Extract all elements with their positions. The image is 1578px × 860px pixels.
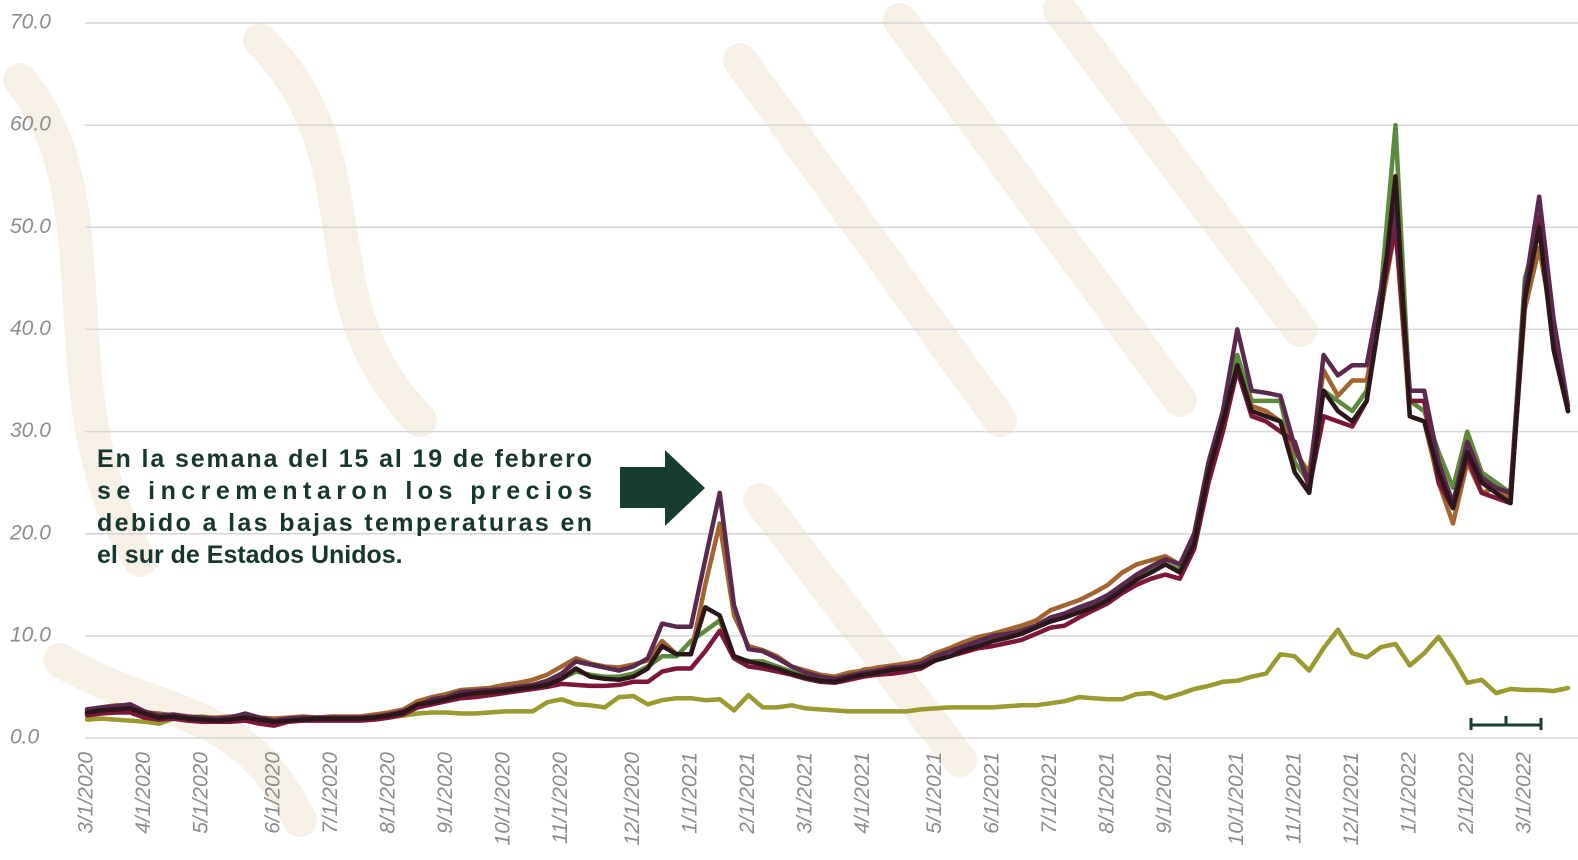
y-tick-label: 60.0	[10, 113, 51, 136]
x-tick-label: 3/1/2020	[75, 752, 98, 834]
x-tick-label: 6/1/2021	[980, 752, 1003, 834]
x-tick-label: 1/1/2022	[1397, 752, 1420, 834]
x-tick-label: 6/1/2020	[261, 752, 284, 834]
x-tick-label: 8/1/2020	[376, 752, 399, 834]
y-tick-label: 50.0	[10, 215, 51, 238]
y-tick-label: 40.0	[10, 317, 51, 340]
x-tick-label: 4/1/2021	[851, 752, 874, 834]
x-tick-label: 1/1/2021	[678, 752, 701, 834]
y-tick-label: 0.0	[10, 726, 40, 749]
annotation-line: se incrementaron los precios	[97, 477, 592, 505]
x-tick-label: 12/1/2020	[621, 752, 644, 846]
x-tick-label: 8/1/2021	[1095, 752, 1118, 834]
x-tick-label: 7/1/2021	[1038, 752, 1061, 834]
annotation-line: En la semana del 15 al 19 de febrero	[97, 445, 592, 473]
x-tick-label: 9/1/2020	[434, 752, 457, 834]
x-tick-label: 5/1/2021	[923, 752, 946, 834]
chart: 0.0 10.0 20.0 30.0 40.0 50.0 60.0 70.0 3/1/2020 4…	[0, 0, 1578, 860]
y-tick-label: 20.0	[9, 521, 51, 544]
annotation-line: el sur de Estados Unidos.	[97, 541, 403, 569]
x-tick-label: 2/1/2022	[1455, 752, 1478, 835]
annotation-arrow	[620, 450, 705, 526]
x-tick-label: 4/1/2020	[132, 752, 155, 834]
y-tick-label: 30.0	[10, 419, 51, 442]
annotation: En la semana del 15 al 19 de febrero se …	[97, 445, 705, 569]
watermark-stroke	[760, 500, 960, 760]
x-tick-label: 11/1/2021	[1282, 752, 1305, 844]
x-tick-label: 10/1/2020	[492, 752, 515, 846]
annotation-line: debido a las bajas temperaturas en	[97, 509, 592, 537]
x-tick-label: 7/1/2020	[319, 752, 342, 834]
x-tick-label: 5/1/2020	[190, 752, 213, 834]
x-tick-label: 11/1/2020	[549, 752, 572, 844]
watermark-stroke	[260, 40, 420, 420]
y-tick-label: 70.0	[10, 11, 51, 34]
x-tick-label: 2/1/2021	[736, 752, 759, 835]
x-tick-label: 10/1/2021	[1225, 752, 1248, 845]
x-tick-label: 3/1/2021	[793, 752, 816, 834]
x-tick-label: 9/1/2021	[1153, 752, 1176, 834]
bracket	[1470, 716, 1542, 730]
y-tick-label: 10.0	[10, 623, 51, 646]
x-tick-label: 12/1/2021	[1340, 752, 1363, 845]
x-tick-label: 3/1/2022	[1512, 752, 1535, 834]
